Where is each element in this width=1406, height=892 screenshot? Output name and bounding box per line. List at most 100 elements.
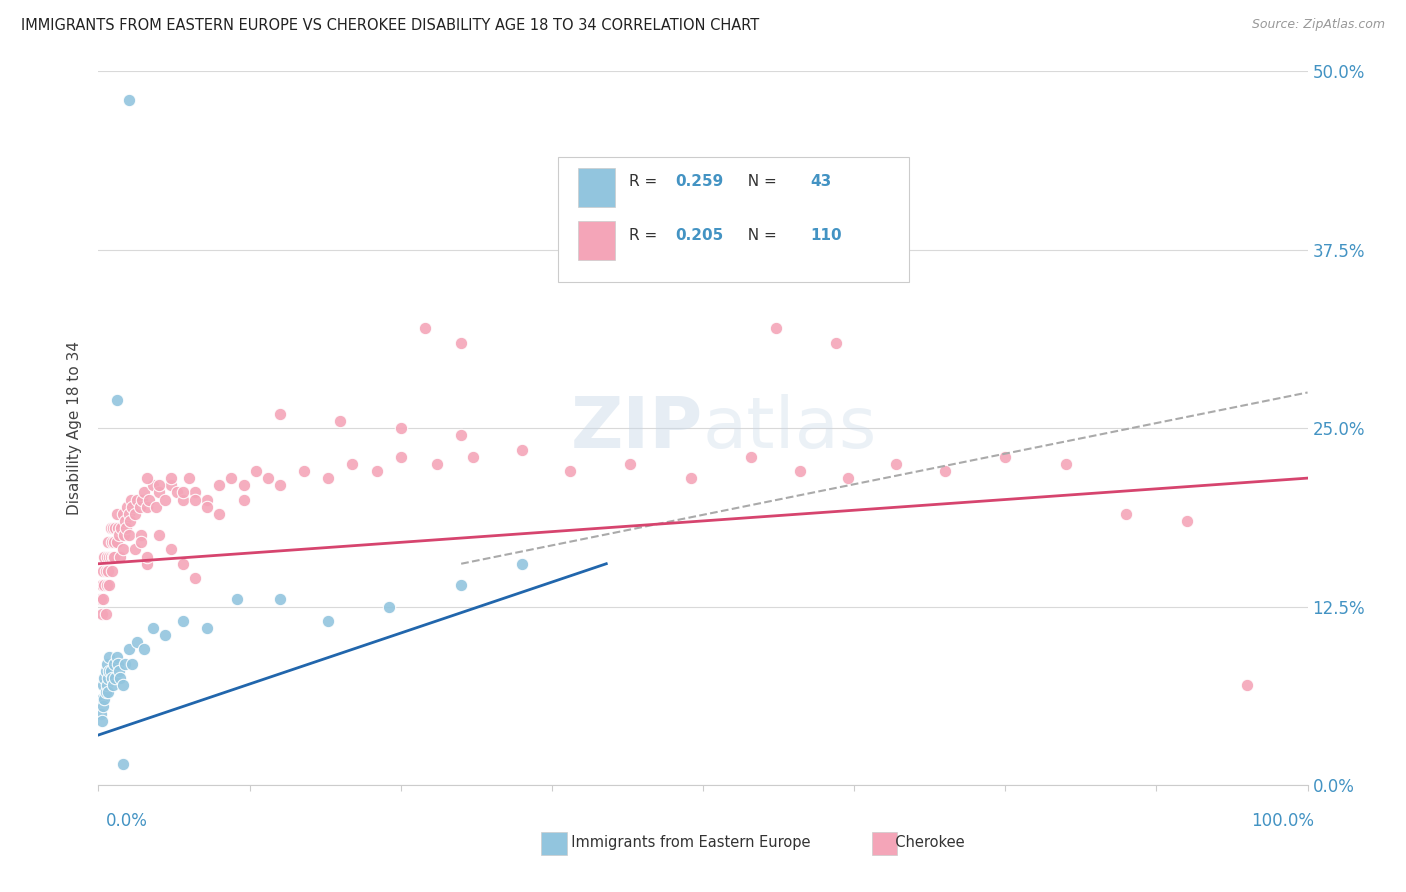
Point [426,457,449,471]
Point [765,321,787,335]
Point [120,492,142,507]
Text: R =: R = [630,175,662,189]
Point [100,564,122,578]
Y-axis label: Disability Age 18 to 34: Disability Age 18 to 34 [67,341,83,516]
Point [98,549,121,564]
Point [100,521,122,535]
Point [994,450,1017,464]
Text: Source: ZipAtlas.com: Source: ZipAtlas.com [1251,18,1385,31]
Point [97,535,120,549]
Point [450,578,472,592]
Point [172,485,194,500]
Point [269,407,291,421]
Bar [578,221,614,260]
Point [142,621,165,635]
Text: ZIP: ZIP [571,393,703,463]
Point [118,514,141,528]
Point [131,492,153,507]
Point [195,500,218,514]
Point [135,500,157,514]
Point [105,392,128,407]
Point [118,507,141,521]
Point [91,564,114,578]
Point [110,521,132,535]
Point [135,471,157,485]
Point [160,478,183,492]
Point [1236,678,1258,692]
Point [98,578,121,592]
Point [134,642,156,657]
Point [160,542,183,557]
Point [184,492,207,507]
Point [97,685,120,699]
Point [115,521,138,535]
Point [450,335,472,350]
Text: 0.0%: 0.0% [105,812,148,830]
Point [413,321,436,335]
Point [91,714,114,728]
Point [221,471,243,485]
Point [127,635,149,649]
Point [450,428,472,442]
Point [195,492,218,507]
Bar [578,168,614,207]
Bar [541,832,567,855]
Point [886,457,908,471]
Point [138,492,160,507]
Point [107,521,129,535]
Point [103,535,125,549]
Point [91,699,114,714]
FancyBboxPatch shape [558,157,908,282]
Point [105,507,128,521]
Point [134,485,156,500]
Point [104,671,127,685]
Point [94,564,117,578]
Text: N =: N = [738,228,782,243]
Point [100,664,122,678]
Point [245,464,267,478]
Point [740,450,762,464]
Point [100,549,122,564]
Text: 0.205: 0.205 [675,228,724,243]
Point [124,542,146,557]
Point [103,549,125,564]
Point [121,500,143,514]
Point [98,649,121,664]
Point [97,564,120,578]
Point [129,528,152,542]
Point [160,471,183,485]
Point [316,471,339,485]
Point [104,521,127,535]
Point [94,664,117,678]
Point [94,607,117,621]
Point [118,528,141,542]
Text: 43: 43 [811,175,832,189]
Point [118,642,141,657]
Point [112,528,135,542]
Point [105,649,128,664]
Point [148,528,170,542]
Point [510,557,533,571]
Point [129,535,152,549]
Point [292,464,315,478]
Point [93,549,115,564]
Point [124,507,146,521]
Point [108,671,131,685]
Point [837,471,859,485]
Point [825,335,848,350]
Point [510,442,533,457]
Text: N =: N = [738,175,782,189]
Point [1115,507,1137,521]
Point [366,464,388,478]
Point [94,685,117,699]
Point [153,628,176,642]
Point [389,450,412,464]
Point [179,471,201,485]
Point [172,492,194,507]
Point [100,671,122,685]
Point [1054,457,1077,471]
Point [463,450,485,464]
Point [153,492,176,507]
Point [100,535,122,549]
Point [108,664,131,678]
